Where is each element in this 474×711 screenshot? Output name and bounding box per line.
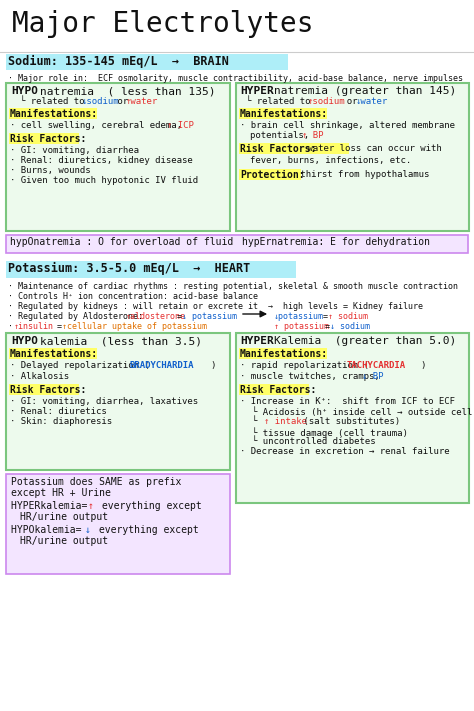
Text: · brain cell shrinkage, altered membrane: · brain cell shrinkage, altered membrane xyxy=(240,121,455,130)
FancyBboxPatch shape xyxy=(236,333,469,503)
Text: ): ) xyxy=(420,361,425,370)
Text: · GI: vomiting, diarrhea, laxatives: · GI: vomiting, diarrhea, laxatives xyxy=(10,397,198,406)
Text: natremia (greater than 145): natremia (greater than 145) xyxy=(274,86,456,96)
Text: · Burns, wounds: · Burns, wounds xyxy=(10,166,91,175)
Text: · Decrease in excretion → renal failure: · Decrease in excretion → renal failure xyxy=(240,447,450,456)
Text: Manifestations:: Manifestations: xyxy=(10,109,98,119)
Text: (salt substitutes): (salt substitutes) xyxy=(298,417,400,426)
Text: ↓water: ↓water xyxy=(356,97,388,106)
Text: or: or xyxy=(336,97,368,106)
Text: everything except: everything except xyxy=(96,501,202,511)
Text: ↓: ↓ xyxy=(85,525,91,535)
FancyBboxPatch shape xyxy=(239,384,309,395)
Text: Risk Factors:: Risk Factors: xyxy=(240,144,316,154)
Text: · Renal: diuretics: · Renal: diuretics xyxy=(10,407,107,416)
Text: potentials,: potentials, xyxy=(250,131,315,140)
Text: ↑ sodium: ↑ sodium xyxy=(328,312,368,321)
Text: =: = xyxy=(318,312,333,321)
Text: · Delayed repolarization (: · Delayed repolarization ( xyxy=(10,361,150,370)
Text: ↑ potassium: ↑ potassium xyxy=(274,322,329,331)
FancyBboxPatch shape xyxy=(239,348,327,359)
Text: ↑ intake: ↑ intake xyxy=(264,417,307,426)
Text: everything except: everything except xyxy=(93,525,199,535)
FancyBboxPatch shape xyxy=(9,384,79,395)
Text: Potassium does SAME as prefix: Potassium does SAME as prefix xyxy=(11,477,182,487)
Text: · cell swelling, cerebral edema,: · cell swelling, cerebral edema, xyxy=(10,121,187,130)
Text: =: = xyxy=(52,322,67,331)
Text: └ Acidosis (h⁺ inside cell → outside cell): └ Acidosis (h⁺ inside cell → outside cel… xyxy=(252,407,474,417)
Text: Manifestations:: Manifestations: xyxy=(240,349,328,359)
FancyBboxPatch shape xyxy=(6,235,468,253)
Text: · Regulated by kidneys : will retain or excrete it  →  high levels = Kidney fail: · Regulated by kidneys : will retain or … xyxy=(8,302,423,311)
Text: ↓ BP: ↓ BP xyxy=(362,372,383,381)
Text: Major Electrolytes: Major Electrolytes xyxy=(12,10,313,38)
Text: kalemia  (less than 3.5): kalemia (less than 3.5) xyxy=(40,336,202,346)
Text: HYPOkalemia=: HYPOkalemia= xyxy=(11,525,87,535)
Text: Risk Factors:: Risk Factors: xyxy=(240,385,316,395)
Text: =: = xyxy=(172,312,187,321)
Text: Risk Factors:: Risk Factors: xyxy=(10,134,86,144)
Text: · Alkalosis: · Alkalosis xyxy=(10,372,69,381)
Text: ↓ potassium: ↓ potassium xyxy=(182,312,237,321)
FancyBboxPatch shape xyxy=(6,333,230,470)
Text: ↑cellular uptake of potassium: ↑cellular uptake of potassium xyxy=(62,322,207,331)
FancyBboxPatch shape xyxy=(6,474,230,574)
Text: or: or xyxy=(112,97,134,106)
Text: fever, burns, infections, etc.: fever, burns, infections, etc. xyxy=(250,156,411,165)
Text: ↑aldosterone: ↑aldosterone xyxy=(126,312,186,321)
FancyBboxPatch shape xyxy=(9,348,97,359)
Text: ↑water: ↑water xyxy=(126,97,158,106)
Text: ↓ sodium: ↓ sodium xyxy=(330,322,370,331)
Text: └ tissue damage (cell trauma): └ tissue damage (cell trauma) xyxy=(252,427,408,438)
Text: ↓sodium: ↓sodium xyxy=(82,97,119,106)
Text: thirst from hypothalamus: thirst from hypothalamus xyxy=(295,170,429,179)
Text: hypErnatremia: E for dehydration: hypErnatremia: E for dehydration xyxy=(242,237,430,247)
Text: · muscle twitches, cramps,: · muscle twitches, cramps, xyxy=(240,372,385,381)
Text: Risk Factors:: Risk Factors: xyxy=(10,385,86,395)
FancyBboxPatch shape xyxy=(239,169,301,180)
Text: └ uncontrolled diabetes: └ uncontrolled diabetes xyxy=(252,437,375,446)
Text: HYPERkalemia=: HYPERkalemia= xyxy=(11,501,93,511)
Text: HYPO: HYPO xyxy=(11,86,38,96)
Text: Manifestations:: Manifestations: xyxy=(10,349,98,359)
Text: · GI: vomiting, diarrhea: · GI: vomiting, diarrhea xyxy=(10,146,139,155)
FancyBboxPatch shape xyxy=(6,54,288,70)
Text: HR/urine output: HR/urine output xyxy=(20,512,108,522)
FancyBboxPatch shape xyxy=(6,83,230,231)
FancyBboxPatch shape xyxy=(9,108,97,119)
Text: · Maintenance of cardiac rhythms : resting potential, skeletal & smooth muscle c: · Maintenance of cardiac rhythms : resti… xyxy=(8,282,458,291)
Text: Potassium: 3.5-5.0 mEq/L  →  HEART: Potassium: 3.5-5.0 mEq/L → HEART xyxy=(8,262,250,275)
Text: except HR + Urine: except HR + Urine xyxy=(11,488,111,498)
Text: ): ) xyxy=(210,361,215,370)
FancyBboxPatch shape xyxy=(6,261,296,278)
FancyBboxPatch shape xyxy=(239,143,349,154)
Text: ↑ BP: ↑ BP xyxy=(302,131,323,140)
Text: ·: · xyxy=(8,322,18,331)
FancyBboxPatch shape xyxy=(9,133,79,144)
FancyBboxPatch shape xyxy=(236,83,469,231)
Text: ↑ ICP: ↑ ICP xyxy=(167,121,194,130)
Text: · Increase in K⁺:  shift from ICF to ECF: · Increase in K⁺: shift from ICF to ECF xyxy=(240,397,455,406)
Text: └ related to: └ related to xyxy=(20,97,90,106)
Text: HYPER: HYPER xyxy=(240,336,274,346)
Text: ↓potassium: ↓potassium xyxy=(274,312,324,321)
Text: └: └ xyxy=(252,417,263,426)
Text: water loss can occur with: water loss can occur with xyxy=(302,144,442,153)
Text: =: = xyxy=(320,322,335,331)
Text: · Given too much hypotonic IV fluid: · Given too much hypotonic IV fluid xyxy=(10,176,198,185)
Text: · rapid repolarization (: · rapid repolarization ( xyxy=(240,361,369,370)
Text: Manifestations:: Manifestations: xyxy=(240,109,328,119)
Text: Kalemia  (greater than 5.0): Kalemia (greater than 5.0) xyxy=(274,336,456,346)
Text: · Skin: diaphoresis: · Skin: diaphoresis xyxy=(10,417,112,426)
Text: natremia  ( less than 135): natremia ( less than 135) xyxy=(40,86,216,96)
Text: HR/urine output: HR/urine output xyxy=(20,536,108,546)
Text: Protection:: Protection: xyxy=(240,170,305,180)
Text: TACHYCARDIA: TACHYCARDIA xyxy=(347,361,406,370)
Text: HYPER: HYPER xyxy=(240,86,274,96)
Text: HYPO: HYPO xyxy=(11,336,38,346)
Text: └ related to: └ related to xyxy=(246,97,316,106)
Text: Sodium: 135-145 mEq/L  →  BRAIN: Sodium: 135-145 mEq/L → BRAIN xyxy=(8,55,229,68)
FancyBboxPatch shape xyxy=(239,108,327,119)
Text: · Major role in:  ECF osmolarity, muscle contractibility, acid-base balance, ner: · Major role in: ECF osmolarity, muscle … xyxy=(8,74,463,83)
